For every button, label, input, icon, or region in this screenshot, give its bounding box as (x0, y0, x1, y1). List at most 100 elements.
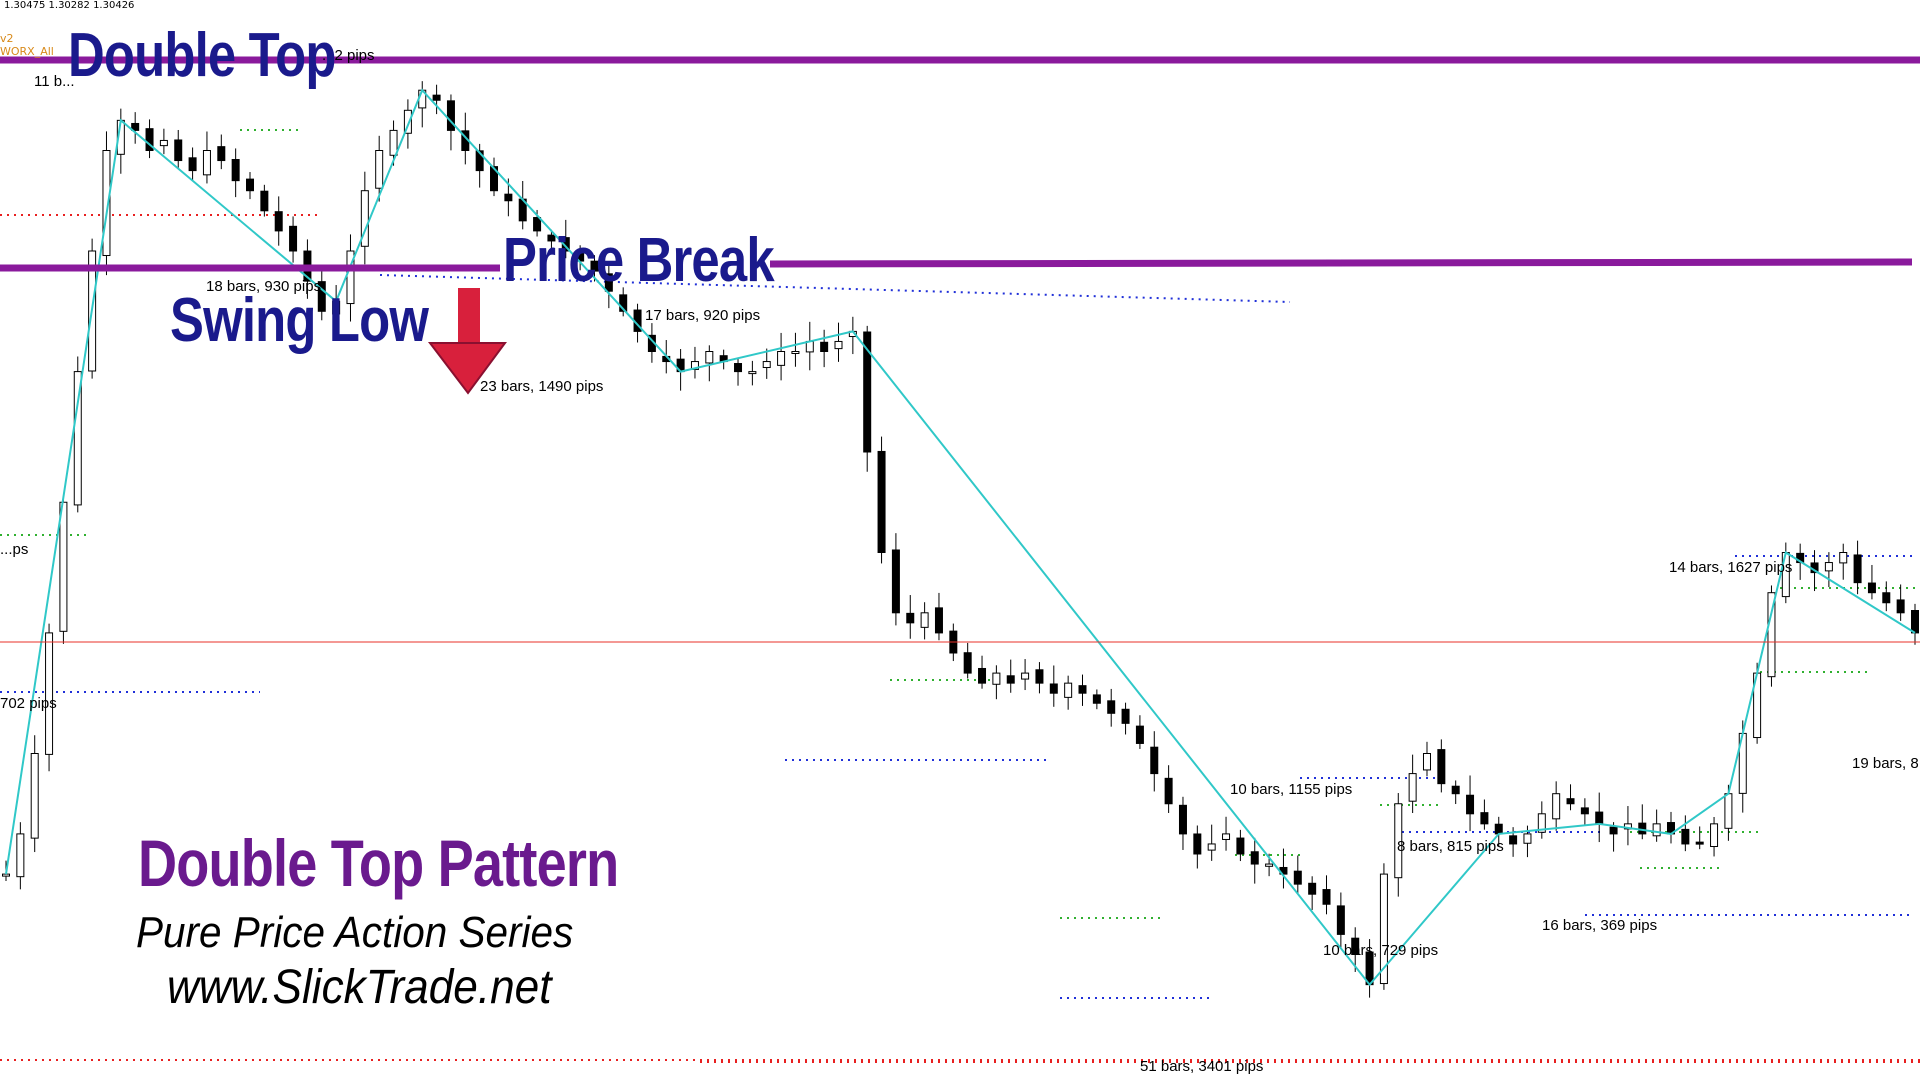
candle (1322, 875, 1331, 915)
candle-body (246, 178, 255, 192)
candle (432, 84, 441, 115)
candle (820, 329, 829, 368)
candle-body (705, 351, 714, 364)
candle-body (1379, 873, 1388, 985)
candle (1451, 780, 1460, 805)
candle-body (432, 94, 441, 101)
candle (619, 287, 628, 317)
zigzag-label: 10 bars, 1155 pips (1230, 781, 1352, 798)
candle (920, 602, 929, 640)
candle (1638, 804, 1647, 840)
candle-body (1623, 823, 1632, 830)
candle-body (73, 371, 82, 506)
candle (1308, 876, 1317, 910)
candle-body (1408, 773, 1417, 802)
candle (1222, 816, 1231, 851)
candle (131, 112, 140, 144)
candle-body (1824, 562, 1833, 572)
candle (1437, 739, 1446, 793)
zigzag-label: ...ps (0, 541, 28, 558)
candle-body (762, 361, 771, 369)
candle-body (1451, 785, 1460, 795)
candle (1150, 731, 1159, 792)
candle-body (1351, 937, 1360, 956)
candle-body (174, 139, 183, 162)
price-break-label: Price Break (503, 226, 775, 295)
candle (1293, 855, 1302, 894)
candle (246, 172, 255, 200)
candle (1193, 825, 1202, 869)
candle-body (992, 672, 1001, 685)
candle-body (1308, 882, 1317, 895)
candle-body (1049, 683, 1058, 694)
candle (274, 196, 283, 246)
candle-body (1638, 822, 1647, 835)
candle-body (1193, 833, 1202, 855)
candle-body (1509, 835, 1518, 845)
candle (1695, 826, 1704, 850)
candle (1537, 801, 1546, 839)
candle-body (1867, 582, 1876, 594)
candle (1408, 754, 1417, 814)
candle (1351, 927, 1360, 972)
candle-body (403, 109, 412, 134)
candle (102, 131, 111, 276)
candle-body (16, 833, 25, 878)
candle (1021, 659, 1030, 691)
candle (475, 143, 484, 188)
candle-body (1107, 700, 1116, 714)
candle (231, 148, 240, 198)
candle-body (1853, 554, 1862, 584)
zigzag-label: 8 bars, 815 pips (1397, 838, 1504, 855)
candle (45, 623, 54, 772)
candle-body (748, 371, 757, 375)
candle (174, 129, 183, 168)
candle-body (131, 122, 140, 131)
candle-body (59, 501, 68, 632)
candle (73, 356, 82, 513)
candle-body (1580, 807, 1589, 815)
candle-body (1724, 793, 1733, 829)
dotted-level (379, 274, 1291, 303)
candle (1896, 584, 1905, 621)
candle-body (561, 237, 570, 252)
candle-body (289, 225, 298, 252)
candle (1006, 659, 1015, 693)
candle (375, 135, 384, 202)
candle-body (1021, 672, 1030, 680)
candle (188, 147, 197, 181)
candle-body (1710, 823, 1719, 848)
candle-body (877, 450, 886, 553)
candle-body (1293, 870, 1302, 885)
candle-body (1839, 552, 1848, 564)
candle-body (1078, 685, 1087, 694)
candle (1867, 564, 1876, 600)
candle (561, 219, 570, 259)
candle-body (1164, 777, 1173, 805)
candle (317, 269, 326, 321)
candle (1666, 811, 1675, 844)
candle (891, 533, 900, 626)
candle-body (389, 129, 398, 156)
candle-body (217, 146, 226, 162)
candle (604, 264, 613, 309)
candle-body (590, 260, 599, 272)
candle (1552, 781, 1561, 831)
candle-body (159, 139, 168, 147)
candle-body (274, 211, 283, 232)
candle (734, 358, 743, 386)
swing-low-label: Swing Low (170, 286, 429, 355)
candle (1250, 837, 1259, 884)
candle (547, 229, 556, 255)
website-link[interactable]: www.SlickTrade.net (167, 961, 552, 1014)
candle (1035, 662, 1044, 694)
candle (1480, 799, 1489, 830)
zigzag-label: 23 bars, 1490 pips (480, 378, 603, 395)
candle (16, 822, 25, 890)
candle-body (490, 166, 499, 192)
candle-body (863, 331, 872, 453)
candle-body (1595, 811, 1604, 825)
candle-body (1006, 675, 1015, 684)
candle-body (1494, 823, 1503, 835)
